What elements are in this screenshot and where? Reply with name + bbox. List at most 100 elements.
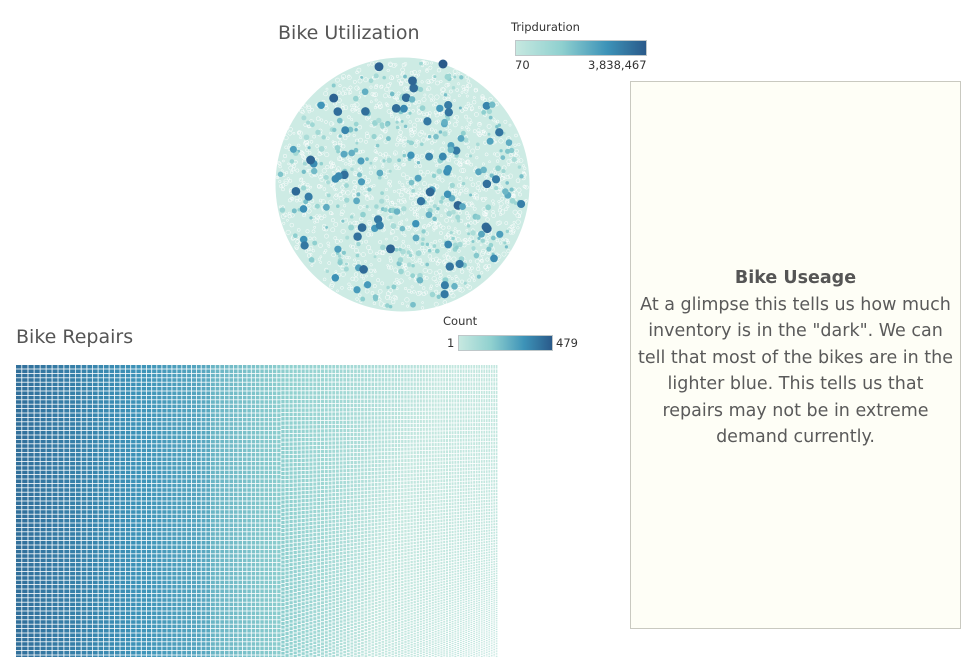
- treemap-tile: [40, 549, 46, 554]
- treemap-tile: [115, 593, 120, 598]
- bubble-mark: [388, 258, 393, 263]
- treemap-tile: [34, 527, 40, 532]
- treemap-tile: [247, 466, 251, 470]
- treemap-tile: [229, 453, 234, 457]
- treemap-tile: [187, 391, 192, 395]
- treemap-tile: [162, 514, 167, 519]
- treemap-tile: [75, 598, 81, 602]
- bubble-mark: [407, 108, 411, 113]
- treemap-tile: [157, 470, 162, 475]
- treemap-tile: [28, 519, 34, 523]
- bubble-mark: [330, 218, 335, 223]
- bubble-mark: [514, 153, 518, 157]
- treemap-tile: [98, 448, 104, 453]
- treemap-tile: [182, 391, 187, 395]
- treemap-tile: [75, 400, 81, 404]
- treemap-tile: [75, 479, 81, 483]
- bubble-mark: [290, 197, 295, 201]
- treemap-tile: [22, 611, 28, 615]
- bubble-mark: [350, 118, 354, 122]
- treemap-tile: [75, 373, 81, 378]
- treemap-tile: [131, 549, 136, 554]
- treemap-tile: [224, 470, 229, 475]
- treemap-tile: [109, 571, 115, 576]
- treemap-tile: [201, 567, 206, 571]
- treemap-tile: [64, 567, 70, 571]
- treemap-tile: [247, 391, 251, 395]
- treemap-tile: [256, 488, 260, 492]
- treemap-tile: [192, 563, 197, 567]
- treemap-tile: [46, 624, 52, 629]
- bubble-mark: [375, 221, 384, 230]
- treemap-tile: [75, 391, 81, 395]
- bubble-mark: [487, 251, 491, 255]
- treemap-tile: [131, 483, 136, 488]
- count-legend-title: Count: [443, 314, 478, 328]
- treemap-tile: [136, 523, 141, 527]
- treemap-tile: [115, 571, 120, 576]
- treemap-tile: [52, 505, 58, 510]
- treemap-tile: [81, 492, 87, 497]
- treemap-tile: [206, 382, 211, 387]
- treemap-tile: [70, 558, 76, 563]
- treemap-tile: [152, 431, 157, 435]
- treemap-tile: [52, 527, 58, 532]
- treemap-tile: [131, 541, 136, 545]
- treemap-tile: [233, 620, 238, 624]
- treemap-tile: [98, 646, 104, 651]
- treemap-tile: [115, 492, 120, 497]
- treemap-tile: [58, 642, 64, 646]
- treemap-tile: [64, 527, 70, 532]
- treemap-tile: [58, 607, 64, 611]
- treemap-tile: [224, 642, 229, 646]
- bubble-mark: [393, 281, 397, 285]
- treemap-tile: [215, 576, 220, 580]
- treemap-tile: [211, 369, 215, 373]
- treemap-tile: [238, 567, 243, 571]
- treemap-tile: [238, 483, 243, 488]
- bubble-mark: [467, 214, 471, 218]
- treemap-tile: [52, 378, 58, 382]
- bubble-mark: [433, 158, 438, 163]
- treemap-tile: [22, 620, 28, 624]
- bubble-mark: [368, 208, 371, 212]
- treemap-tile: [16, 453, 22, 457]
- treemap-tile: [16, 369, 22, 373]
- treemap-tile: [64, 642, 70, 646]
- bubble-mark: [463, 88, 469, 94]
- treemap-tile: [182, 514, 187, 519]
- treemap-tile: [141, 475, 147, 479]
- bubble-mark: [357, 157, 365, 165]
- treemap-tile: [98, 567, 104, 571]
- treemap-tile: [115, 580, 120, 585]
- bubble-mark: [400, 219, 404, 223]
- bubble-mark: [332, 140, 338, 146]
- treemap-tile: [229, 637, 234, 642]
- bubble-mark: [319, 255, 323, 259]
- treemap-tile: [52, 545, 58, 549]
- bubble-mark: [390, 114, 394, 119]
- bubble-mark: [522, 171, 527, 176]
- treemap-tile: [115, 651, 120, 655]
- bubble-mark: [347, 115, 351, 119]
- bubble-mark: [409, 70, 415, 76]
- treemap-tile: [233, 400, 238, 404]
- treemap-tile: [215, 488, 220, 492]
- treemap-tile: [206, 589, 211, 593]
- bubble-mark: [465, 160, 469, 165]
- treemap-tile: [136, 620, 141, 624]
- bubble-mark: [402, 86, 408, 92]
- treemap-tile: [22, 563, 28, 567]
- bubble-mark: [498, 241, 503, 245]
- treemap-tile: [247, 378, 251, 382]
- bubble-mark: [515, 219, 521, 225]
- treemap-tile: [172, 541, 177, 545]
- bubble-mark: [431, 247, 436, 253]
- treemap-tile: [16, 589, 22, 593]
- treemap-tile: [177, 404, 182, 409]
- bubble-mark: [361, 88, 369, 96]
- treemap-tile: [192, 444, 197, 448]
- treemap-tile: [64, 492, 70, 497]
- treemap-tile: [247, 527, 251, 532]
- bubble-mark: [440, 91, 445, 96]
